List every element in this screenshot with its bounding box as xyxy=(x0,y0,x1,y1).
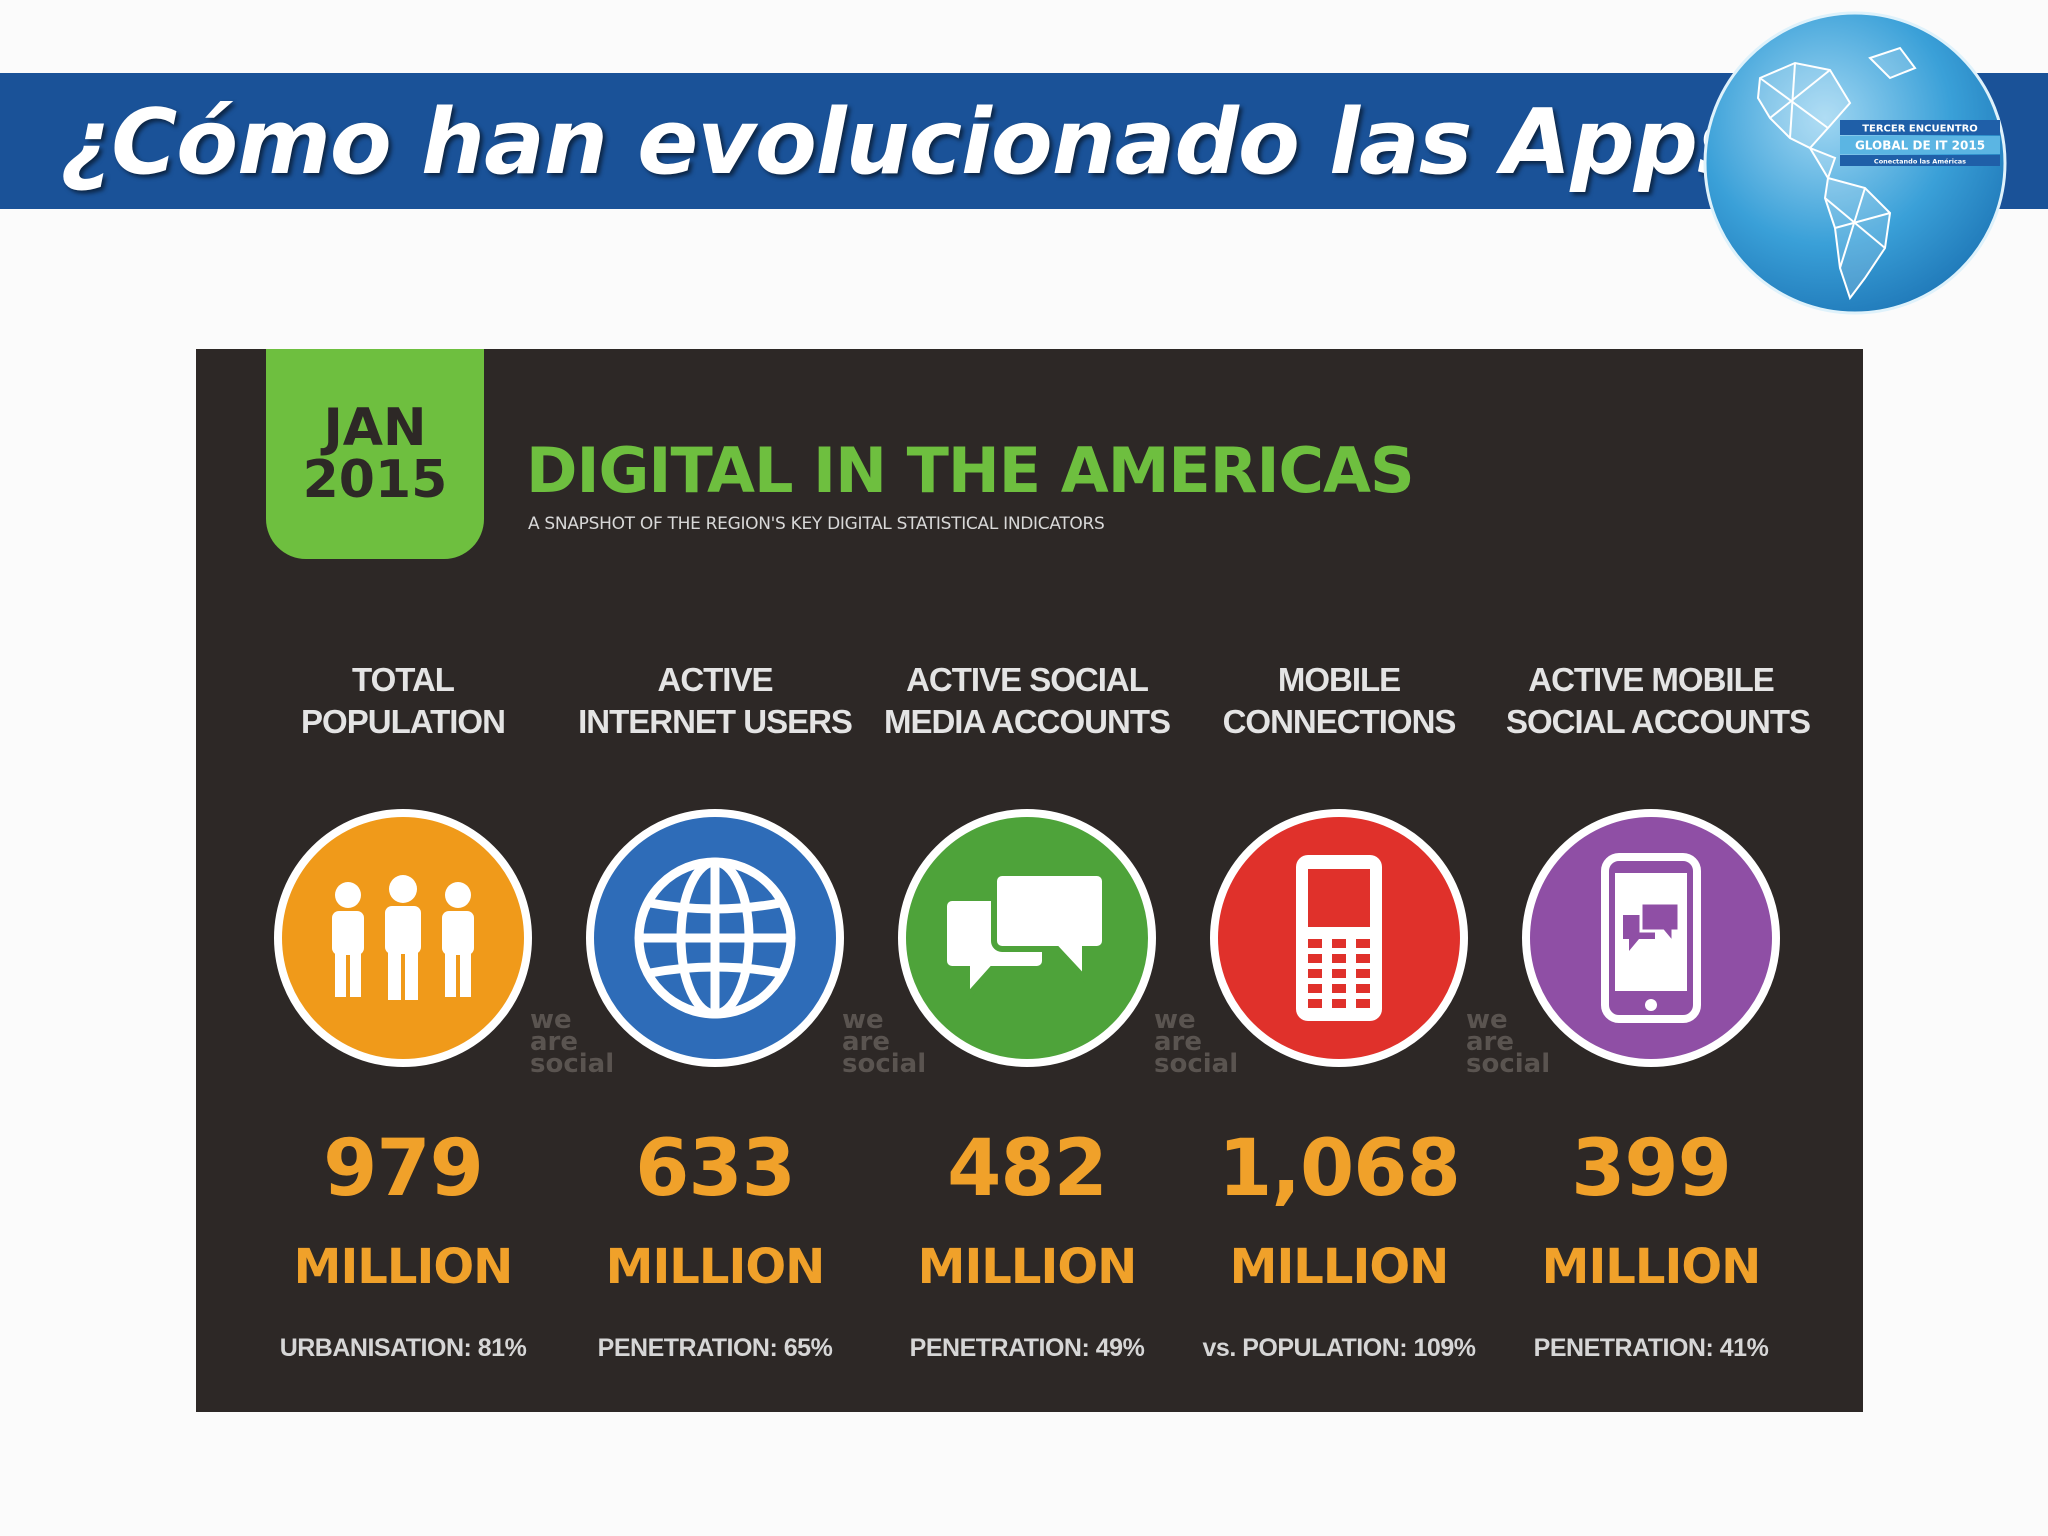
stat-label: ACTIVE MOBILE SOCIAL ACCOUNTS xyxy=(1506,659,1811,743)
stat-label-line2: POPULATION xyxy=(301,703,506,740)
stat-value: 399 xyxy=(1571,1124,1732,1214)
stat-label-line1: MOBILE xyxy=(1277,661,1401,698)
stat-label-line2: MEDIA ACCOUNTS xyxy=(883,703,1171,740)
date-tab: JAN 2015 xyxy=(266,349,484,559)
watermark-we-are-social: we are social xyxy=(1154,1005,1239,1079)
stat-value: 482 xyxy=(947,1124,1108,1214)
stat-note: PENETRATION: 65% xyxy=(597,1334,833,1362)
stat-label-line2: SOCIAL ACCOUNTS xyxy=(1506,703,1811,740)
stat-value: 979 xyxy=(323,1124,484,1214)
stat-value: 1,068 xyxy=(1218,1124,1461,1214)
stat-unit: MILLION xyxy=(1229,1239,1450,1295)
stat-mobile-connections: MOBILE CONNECTIONS we are social 1,068 MIL… xyxy=(1194,659,1551,1399)
globe-logo-icon: TERCER ENCUENTRO GLOBAL DE IT 2015 Conec… xyxy=(1703,11,2007,315)
stat-value: 633 xyxy=(635,1124,796,1214)
date-year: 2015 xyxy=(302,450,448,510)
stat-label-line1: ACTIVE MOBILE xyxy=(1528,661,1775,698)
slide-title: ¿Cómo han evolucionado las Apps? xyxy=(60,90,1802,195)
logo-line2: GLOBAL DE IT 2015 xyxy=(1855,139,1985,153)
stat-label: MOBILE CONNECTIONS xyxy=(1194,659,1484,743)
stat-label-line1: TOTAL xyxy=(352,661,455,698)
logo-line3: Conectando las Américas xyxy=(1874,158,1966,166)
stat-note: PENETRATION: 49% xyxy=(909,1334,1145,1362)
stat-icon-circle xyxy=(1522,809,1780,1067)
infographic-panel: JAN 2015 DIGITAL IN THE AMERICAS A SNAPS… xyxy=(196,349,1863,1412)
stat-unit: MILLION xyxy=(293,1239,514,1295)
smartphone-chat-icon xyxy=(1601,853,1701,1023)
stat-label: ACTIVE SOCIAL MEDIA ACCOUNTS xyxy=(882,659,1172,743)
stat-note: URBANISATION: 81% xyxy=(279,1334,527,1362)
stat-label-line2: INTERNET USERS xyxy=(578,703,853,740)
date-month: JAN xyxy=(323,398,427,458)
stat-label-line2: CONNECTIONS xyxy=(1222,703,1457,740)
people-icon xyxy=(332,875,474,1000)
mobile-phone-icon xyxy=(1296,855,1382,1021)
stat-icon-circle xyxy=(586,809,844,1067)
stat-label: TOTAL POPULATION xyxy=(258,659,548,743)
watermark-we-are-social: we are social xyxy=(842,1005,927,1079)
stat-unit: MILLION xyxy=(605,1239,826,1295)
stat-icon-circle xyxy=(898,809,1156,1067)
stat-unit: MILLION xyxy=(917,1239,1138,1295)
stat-note: PENETRATION: 41% xyxy=(1533,1334,1769,1362)
infographic-title: DIGITAL IN THE AMERICAS xyxy=(526,434,1415,507)
stat-unit: MILLION xyxy=(1541,1239,1762,1295)
stat-label: ACTIVE INTERNET USERS xyxy=(570,659,860,743)
stat-mobile-social-accounts: ACTIVE MOBILE SOCIAL ACCOUNTS 399 MILLIO… xyxy=(1506,659,1811,1399)
watermark-we-are-social: we are social xyxy=(530,1005,615,1079)
stat-total-population: TOTAL POPULATION xyxy=(258,659,614,1399)
watermark-we-are-social: we are social xyxy=(1466,1005,1551,1079)
stat-label-line1: ACTIVE xyxy=(657,661,773,698)
stat-note: vs. POPULATION: 109% xyxy=(1202,1334,1476,1362)
stat-icon-circle xyxy=(1210,809,1468,1067)
logo-line1: TERCER ENCUENTRO xyxy=(1862,124,1978,135)
stat-label-line1: ACTIVE SOCIAL xyxy=(906,661,1149,698)
stat-internet-users: ACTIVE INTERNET USERS we are social 633 MI… xyxy=(570,659,926,1399)
event-logo: TERCER ENCUENTRO GLOBAL DE IT 2015 Conec… xyxy=(1700,8,2010,318)
infographic-subtitle: A SNAPSHOT OF THE REGION'S KEY DIGITAL S… xyxy=(528,514,1105,534)
stat-icon-circle xyxy=(274,809,532,1067)
globe-icon xyxy=(634,857,796,1019)
stat-social-media-accounts: ACTIVE SOCIAL MEDIA ACCOUNTS we are social… xyxy=(882,659,1238,1399)
chat-bubbles-icon xyxy=(942,870,1108,1005)
